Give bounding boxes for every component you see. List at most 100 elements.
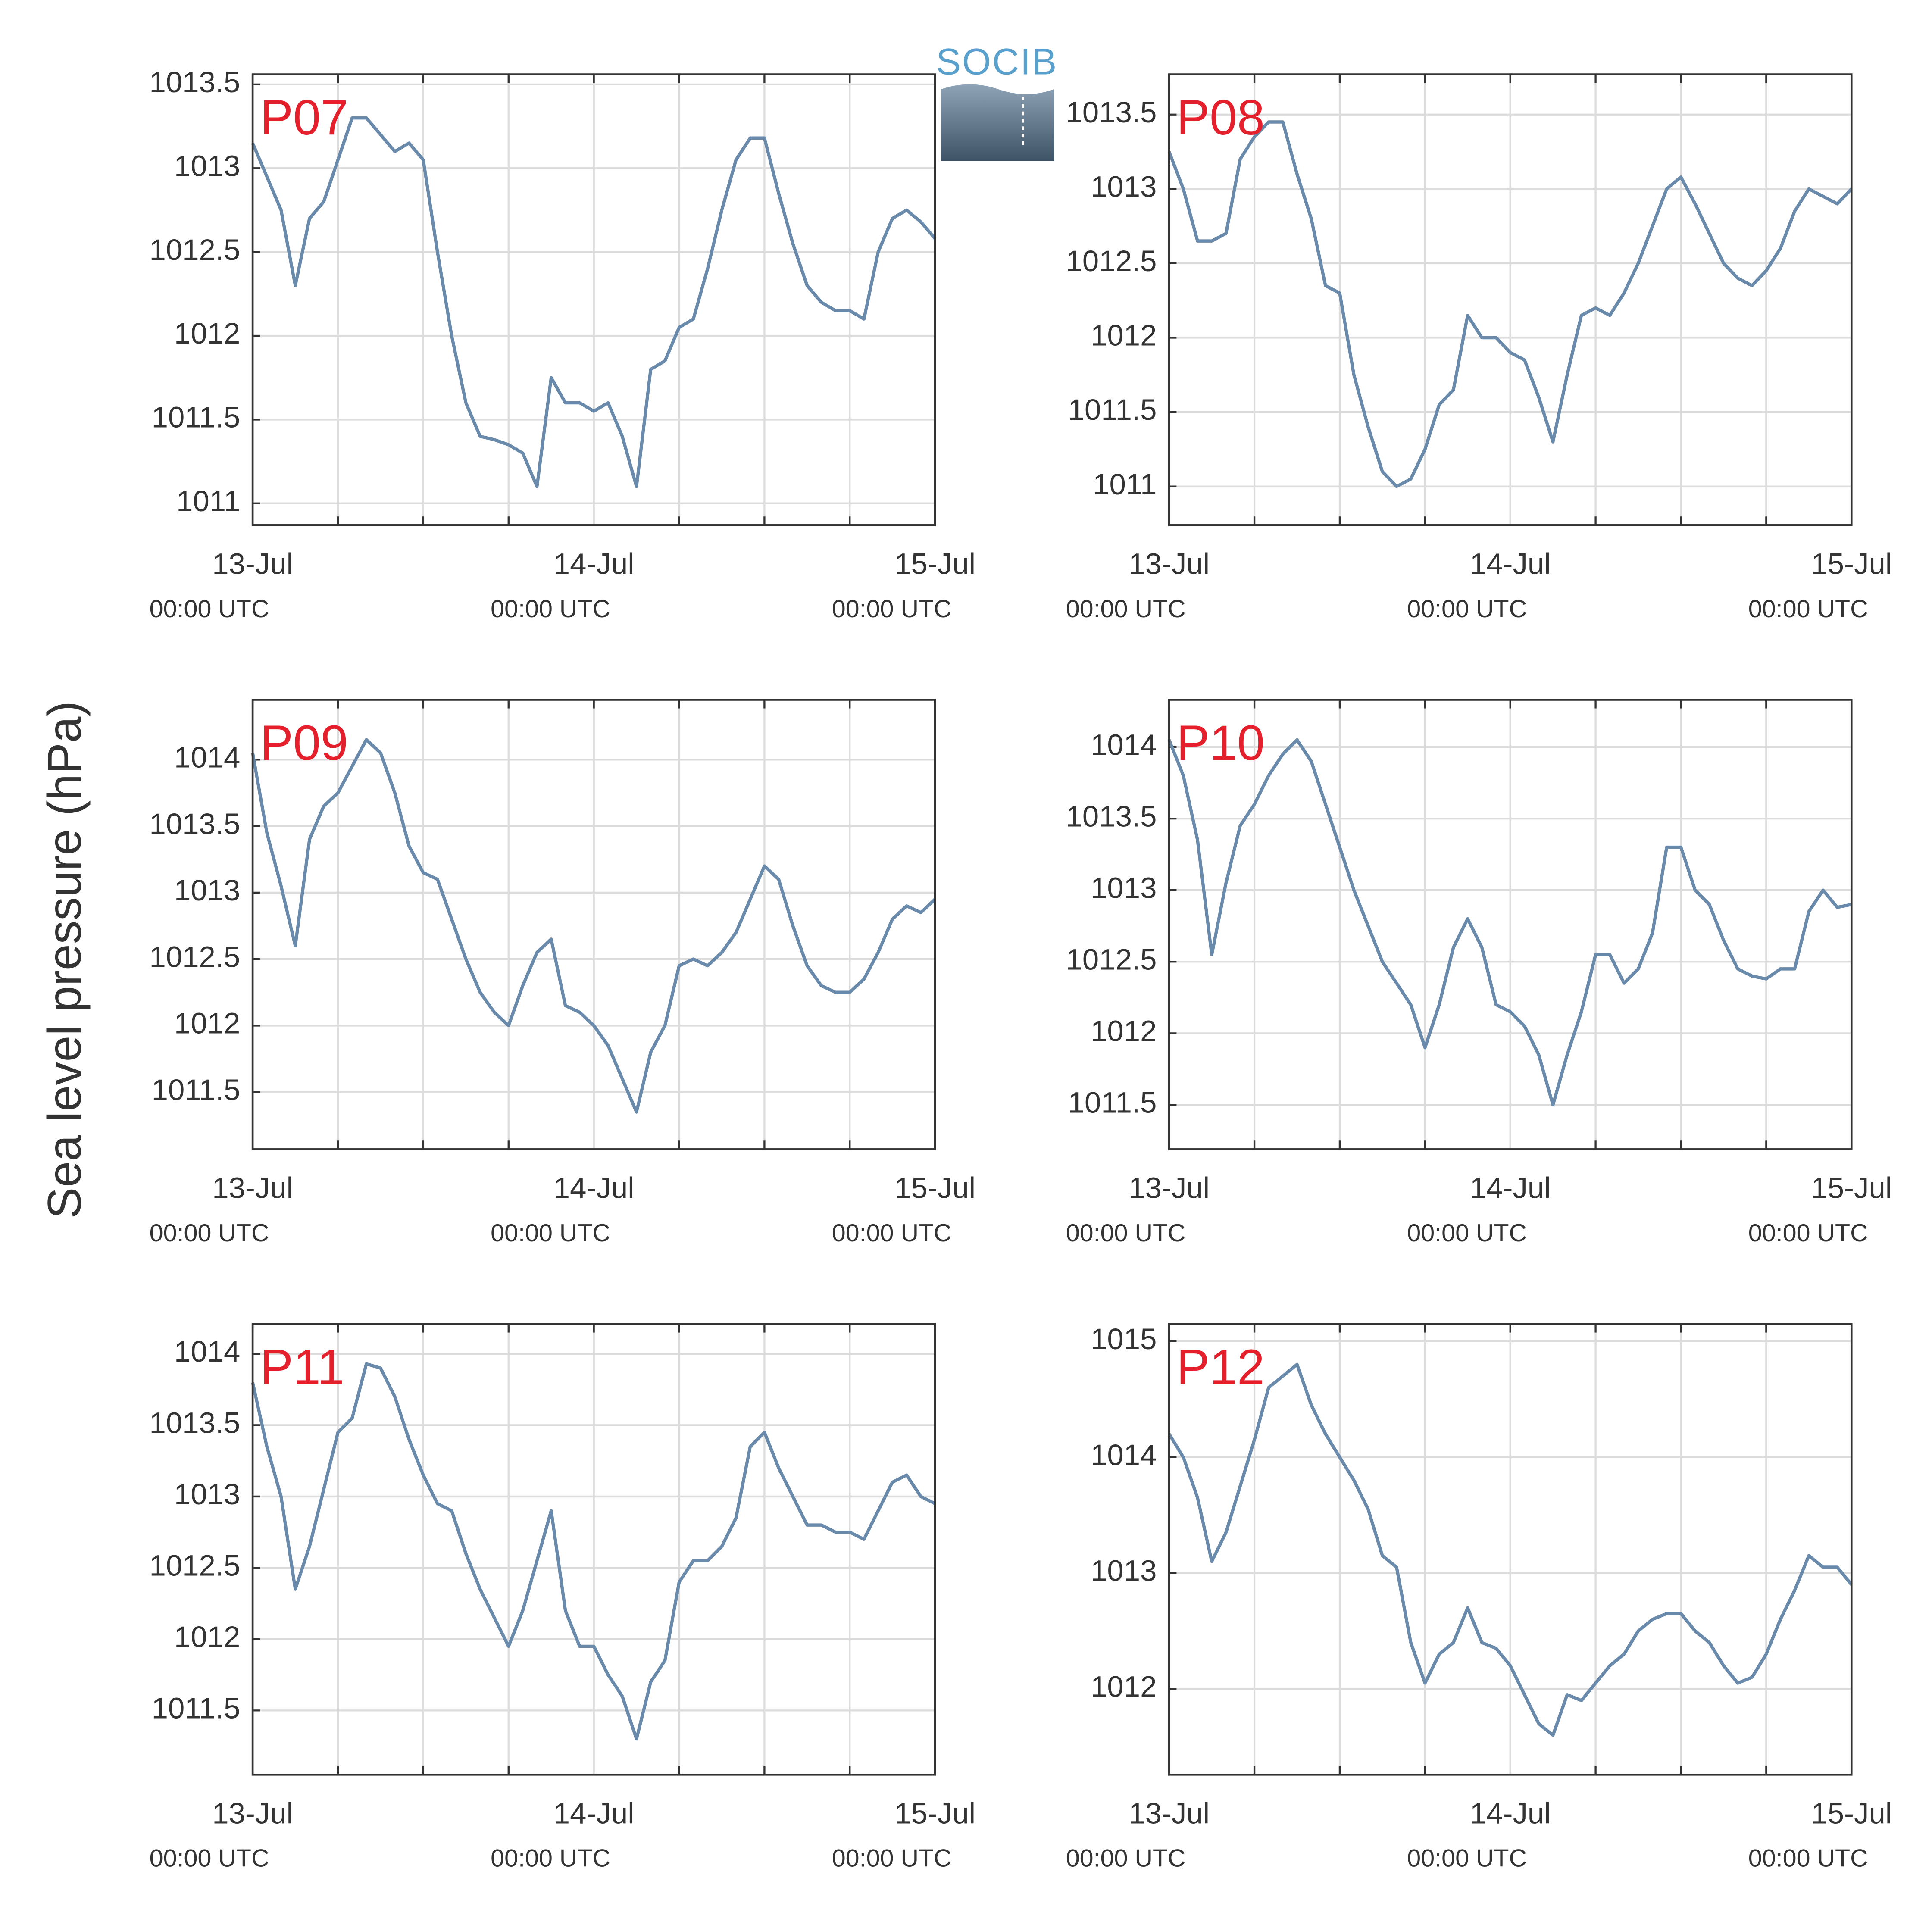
y-tick-label: 1012 [1091, 1670, 1157, 1703]
panel-label: P11 [260, 1340, 344, 1395]
y-tick-label: 1013.5 [150, 66, 241, 99]
x-tick-sublabel: 00:00 UTC [491, 595, 610, 623]
x-tick-label: 15-Jul [1811, 1171, 1892, 1204]
x-tick-sublabel: 00:00 UTC [832, 595, 952, 623]
x-tick-label: 15-Jul [894, 1797, 975, 1830]
x-tick-sublabel: 00:00 UTC [150, 1845, 269, 1872]
y-tick-label: 1015 [1091, 1322, 1157, 1356]
y-tick-label: 1013 [1091, 871, 1157, 904]
y-axis-label: Sea level pressure (hPa) [38, 701, 91, 1219]
y-tick-label: 1012.5 [1066, 244, 1157, 278]
y-tick-label: 1012 [174, 1007, 240, 1040]
x-tick-label: 14-Jul [1470, 1797, 1551, 1830]
x-tick-label: 13-Jul [1129, 1171, 1210, 1204]
data-line [251, 1362, 936, 1741]
x-tick-sublabel: 00:00 UTC [491, 1219, 610, 1247]
y-tick-label: 1013 [174, 874, 240, 907]
x-tick-sublabel: 00:00 UTC [832, 1845, 952, 1872]
logo-text: SOCIB [936, 41, 1058, 82]
x-tick-sublabel: 00:00 UTC [1407, 1219, 1527, 1247]
x-tick-label: 14-Jul [1470, 547, 1551, 580]
panel: 1011.5 1012 1012.5 1013 1013.5 1014 13-Jul 00:0… [150, 699, 975, 1247]
x-tick-label: 14-Jul [553, 1797, 635, 1830]
y-tick-label: 1011 [176, 484, 240, 518]
y-tick-label: 1011.5 [152, 1692, 241, 1725]
y-tick-label: 1014 [1091, 1438, 1157, 1472]
y-tick-label: 1011.5 [1068, 393, 1157, 426]
data-line [1167, 120, 1853, 488]
panel: 1011.5 1012 1012.5 1013 1013.5 1014 13-Jul 00:0… [1066, 699, 1892, 1247]
panel: 1011.5 1012 1012.5 1013 1013.5 1014 13-Jul 00:0… [150, 1323, 975, 1872]
x-tick-sublabel: 00:00 UTC [150, 1219, 269, 1247]
x-tick-sublabel: 00:00 UTC [1066, 595, 1186, 623]
panels: 1011 1011.5 1012 1012.5 1013 1013.5 13-Jul 00:0… [150, 66, 1892, 1872]
x-tick-label: 13-Jul [212, 1797, 293, 1830]
logo: SOCIB [936, 41, 1058, 161]
plot-frame [251, 699, 936, 1150]
x-tick-sublabel: 00:00 UTC [1407, 1845, 1527, 1872]
panel: 1011 1011.5 1012 1012.5 1013 1013.5 13-Jul 00:0… [150, 66, 976, 623]
x-tick-label: 13-Jul [212, 547, 293, 580]
data-line [1168, 1362, 1853, 1737]
x-tick-sublabel: 00:00 UTC [1066, 1219, 1186, 1247]
y-tick-label: 1012.5 [1066, 943, 1157, 976]
y-tick-label: 1014 [1091, 728, 1157, 761]
x-tick-label: 15-Jul [1811, 547, 1892, 580]
y-tick-label: 1013 [1091, 170, 1157, 203]
y-tick-label: 1014 [174, 741, 240, 774]
y-tick-label: 1013.5 [1066, 800, 1157, 833]
panel-label: P08 [1176, 90, 1264, 145]
x-tick-label: 15-Jul [894, 1171, 975, 1204]
x-tick-label: 15-Jul [894, 547, 975, 580]
y-tick-label: 1014 [174, 1335, 240, 1368]
y-tick-label: 1013 [174, 149, 240, 182]
data-line [251, 738, 936, 1114]
data-line [251, 116, 937, 488]
y-tick-label: 1011.5 [152, 1073, 241, 1106]
x-tick-label: 14-Jul [553, 547, 635, 580]
y-tick-label: 1011.5 [1068, 1086, 1157, 1119]
y-tick-label: 1011 [1093, 468, 1157, 501]
y-tick-label: 1012.5 [150, 1549, 241, 1582]
y-tick-label: 1012.5 [150, 233, 241, 266]
x-tick-sublabel: 00:00 UTC [1748, 595, 1868, 623]
y-tick-label: 1013.5 [150, 1406, 241, 1440]
data-line [1167, 738, 1852, 1107]
y-tick-label: 1012.5 [150, 940, 241, 973]
panel-label: P09 [260, 716, 348, 771]
panel: 1011 1011.5 1012 1012.5 1013 1013.5 13-Jul 00:0… [1066, 73, 1892, 623]
y-tick-label: 1012 [1091, 319, 1157, 352]
y-tick-label: 1011.5 [152, 401, 241, 434]
y-tick-label: 1013.5 [1066, 96, 1157, 129]
x-tick-sublabel: 00:00 UTC [1748, 1845, 1868, 1872]
y-tick-label: 1013 [1091, 1554, 1157, 1587]
panel-label: P10 [1176, 716, 1264, 771]
plot-frame [1168, 73, 1853, 526]
plot-frame [251, 1323, 936, 1776]
y-tick-label: 1012 [1091, 1015, 1157, 1048]
x-tick-label: 14-Jul [1470, 1171, 1551, 1204]
plot-frame [1168, 699, 1853, 1150]
x-tick-sublabel: 00:00 UTC [150, 595, 269, 623]
x-tick-sublabel: 00:00 UTC [491, 1845, 610, 1872]
y-tick-label: 1013.5 [150, 807, 241, 841]
plot-frame [1168, 1323, 1853, 1776]
x-tick-sublabel: 00:00 UTC [832, 1219, 952, 1247]
x-tick-label: 14-Jul [553, 1171, 635, 1204]
x-tick-label: 13-Jul [212, 1171, 293, 1204]
plot-frame [251, 73, 936, 526]
panel-label: P07 [260, 90, 348, 145]
y-tick-label: 1012 [174, 317, 240, 350]
panel-label: P12 [1176, 1340, 1264, 1395]
logo-wave [941, 84, 1054, 161]
panel: 1012 1013 1014 1015 13-Jul 00:00 UTC 14-Jul 00:… [1066, 1322, 1892, 1872]
y-tick-label: 1013 [174, 1478, 240, 1511]
x-tick-label: 15-Jul [1811, 1797, 1892, 1830]
x-tick-sublabel: 00:00 UTC [1407, 595, 1527, 623]
y-tick-label: 1012 [174, 1620, 240, 1653]
x-tick-sublabel: 00:00 UTC [1748, 1219, 1868, 1247]
x-tick-sublabel: 00:00 UTC [1066, 1845, 1186, 1872]
